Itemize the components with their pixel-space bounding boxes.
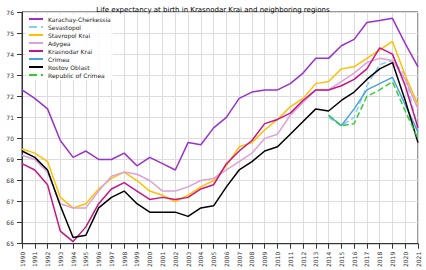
svg-text:2015: 2015 <box>338 252 345 267</box>
svg-text:2004: 2004 <box>197 252 204 267</box>
svg-text:75: 75 <box>6 30 14 37</box>
svg-text:1996: 1996 <box>95 252 102 267</box>
svg-text:2007: 2007 <box>236 252 243 267</box>
svg-text:65: 65 <box>6 240 14 247</box>
svg-text:2021: 2021 <box>415 252 422 267</box>
svg-text:68: 68 <box>6 177 14 184</box>
svg-text:1993: 1993 <box>57 252 64 267</box>
svg-text:70: 70 <box>6 135 14 142</box>
svg-text:2002: 2002 <box>172 252 179 267</box>
svg-text:1999: 1999 <box>133 252 140 267</box>
svg-text:2000: 2000 <box>146 252 153 267</box>
svg-text:2016: 2016 <box>351 252 358 267</box>
svg-text:1994: 1994 <box>70 252 77 267</box>
svg-text:2010: 2010 <box>274 252 281 267</box>
svg-text:Crimea: Crimea <box>48 56 70 63</box>
svg-text:1995: 1995 <box>82 252 89 267</box>
svg-text:2003: 2003 <box>185 252 192 267</box>
svg-text:2017: 2017 <box>363 252 370 267</box>
svg-text:2013: 2013 <box>312 252 319 267</box>
svg-text:Karachay-Cherkessia: Karachay-Cherkessia <box>48 16 111 24</box>
svg-text:Rostov Oblast: Rostov Oblast <box>48 64 90 71</box>
svg-text:2005: 2005 <box>210 252 217 267</box>
svg-text:76: 76 <box>6 9 14 16</box>
svg-text:Life expectancy at birth in Kr: Life expectancy at birth in Krasnodar Kr… <box>96 6 330 14</box>
svg-text:2011: 2011 <box>287 252 294 267</box>
svg-text:67: 67 <box>6 198 14 205</box>
svg-text:2006: 2006 <box>223 252 230 267</box>
svg-text:72: 72 <box>6 93 14 100</box>
svg-text:Stavropol Krai: Stavropol Krai <box>48 32 91 40</box>
svg-text:Sevastopol: Sevastopol <box>48 24 81 32</box>
svg-text:69: 69 <box>6 156 14 163</box>
svg-text:74: 74 <box>6 51 14 58</box>
svg-text:71: 71 <box>6 114 14 121</box>
svg-text:2014: 2014 <box>325 252 332 267</box>
svg-text:66: 66 <box>6 219 14 226</box>
svg-text:2018: 2018 <box>376 252 383 267</box>
svg-text:2001: 2001 <box>159 252 166 267</box>
svg-text:2008: 2008 <box>248 252 255 267</box>
svg-text:Adygea: Adygea <box>48 40 71 48</box>
svg-text:73: 73 <box>6 72 14 79</box>
svg-text:1997: 1997 <box>108 252 115 267</box>
svg-text:2009: 2009 <box>261 252 268 267</box>
svg-text:1991: 1991 <box>31 252 38 267</box>
svg-text:Krasnodar Krai: Krasnodar Krai <box>48 48 93 55</box>
svg-text:1992: 1992 <box>44 252 51 267</box>
svg-text:1998: 1998 <box>121 252 128 267</box>
svg-text:2012: 2012 <box>300 252 307 267</box>
svg-text:Republic of Crimea: Republic of Crimea <box>48 72 105 80</box>
svg-text:2019: 2019 <box>389 252 396 267</box>
svg-text:2020: 2020 <box>402 252 409 267</box>
svg-text:1990: 1990 <box>19 252 26 267</box>
